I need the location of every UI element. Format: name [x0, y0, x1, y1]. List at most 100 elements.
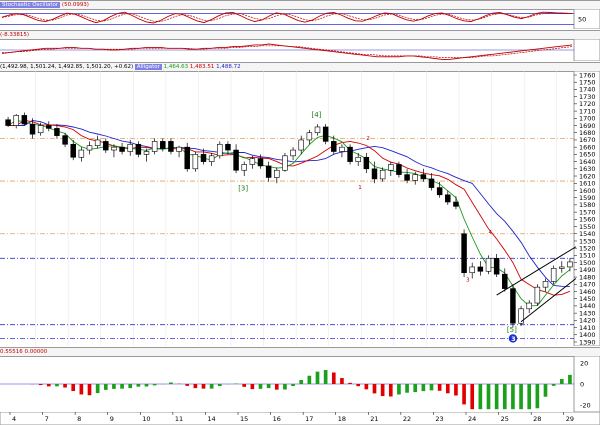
candle-body [355, 156, 361, 162]
price-tick-label: 1650 [579, 151, 596, 159]
macd-axis-bg [573, 39, 600, 61]
price-tick-label: 1510 [579, 252, 596, 260]
candle [119, 142, 125, 155]
candle [143, 148, 150, 162]
price-tick-label: 1590 [579, 194, 596, 202]
time-axis-bg [0, 412, 600, 425]
candle [290, 147, 296, 161]
candle-body [322, 126, 329, 142]
candle-body [412, 174, 418, 181]
candle [412, 171, 418, 185]
candle [371, 161, 378, 184]
candle [86, 141, 93, 155]
candle [208, 152, 215, 166]
candle-body [225, 143, 231, 151]
candle [314, 124, 321, 136]
candle-body [192, 154, 199, 170]
alligator-teeth-line [8, 120, 571, 296]
candle-body [265, 165, 272, 178]
candle [257, 154, 264, 169]
channel-upper-line [496, 246, 577, 296]
candle-body [331, 141, 337, 152]
price-tick-label: 1750 [579, 79, 596, 87]
candle-body [502, 273, 508, 289]
stochastic-level-label: 50 [578, 16, 586, 24]
candle [111, 144, 117, 158]
price-tick-label: 1410 [579, 324, 596, 332]
candle-body [127, 143, 133, 152]
candle-body [477, 266, 484, 272]
price-tick-label: 1520 [579, 244, 596, 252]
price-tick-label: 1530 [579, 237, 596, 245]
price-tick-label: 1500 [579, 259, 596, 267]
macd-pane[interactable] [0, 39, 600, 61]
candle-body [70, 143, 76, 158]
candle [339, 144, 345, 158]
candle-body [46, 125, 52, 129]
sub-wave-4-label: 4 [489, 230, 493, 236]
ao-level-label: -20 [580, 401, 591, 409]
sub-wave-3-label: 3 [466, 277, 470, 283]
candle-body [363, 156, 370, 170]
candle [477, 261, 484, 276]
price-tick-label: 1480 [579, 273, 596, 281]
candle [29, 118, 36, 139]
ao-level-label: 0 [580, 380, 584, 388]
candle [436, 181, 443, 198]
channel-lower-line [520, 278, 577, 323]
candle-body [168, 141, 174, 152]
price-tick-label: 1450 [579, 295, 596, 303]
candle-body [339, 146, 345, 152]
candle [62, 132, 68, 148]
macd-main-line [1, 43, 573, 60]
teeth-value: 1,483.51 [189, 64, 215, 70]
candle-body [534, 286, 541, 304]
candle [5, 116, 11, 127]
candle-body [103, 141, 109, 151]
time-tick-label: 28 [533, 415, 541, 423]
candle [453, 196, 459, 210]
awesome-oscillator-pane[interactable]: 20 0 -20 [0, 356, 600, 412]
candle [347, 144, 353, 165]
main-pane-title: (1,492.98, 1,501.24, 1,492.85, 1,501.20,… [0, 62, 600, 72]
alligator-jaw-line [8, 120, 570, 287]
candle-body [176, 146, 182, 152]
candle [94, 135, 101, 149]
candle [550, 265, 557, 285]
candle [298, 135, 304, 155]
price-tick-label: 1390 [579, 338, 596, 346]
time-tick-label: 14 [207, 415, 215, 423]
candle-body [62, 135, 68, 145]
candle [233, 144, 239, 174]
time-tick-label: 7 [45, 415, 49, 423]
candle-body [371, 168, 378, 180]
candle [485, 255, 492, 275]
candle [274, 167, 280, 184]
time-tick-label: 29 [566, 415, 574, 423]
time-tick-label: 17 [305, 415, 313, 423]
candle [135, 141, 142, 158]
price-tick-label: 1540 [579, 230, 596, 238]
candle [388, 161, 394, 177]
price-chart-pane[interactable]: 1760175017401730172017101700169016801670… [0, 71, 600, 346]
candle [331, 135, 337, 155]
price-tick-label: 1440 [579, 302, 596, 310]
price-tick-label: 1430 [579, 309, 596, 317]
time-tick-label: 23 [435, 415, 443, 423]
time-tick-label: 25 [501, 415, 509, 423]
time-tick-label: 4 [12, 415, 16, 423]
price-tick-label: 1740 [579, 86, 596, 94]
stochastic-oscillator-pane[interactable]: 50 [0, 9, 600, 29]
candle [420, 168, 427, 182]
ao-value: 0.55516 [0, 349, 23, 355]
time-tick-label: 22 [403, 415, 411, 423]
candle-body [298, 139, 304, 151]
candle-body [461, 233, 467, 274]
price-tick-label: 1580 [579, 201, 596, 209]
candle-body [257, 158, 264, 167]
candle-body [111, 146, 117, 151]
candle [265, 161, 272, 182]
ohlc-readout: (1,492.98, 1,501.24, 1,492.85, 1,501.20,… [0, 64, 134, 70]
candle [567, 258, 573, 272]
